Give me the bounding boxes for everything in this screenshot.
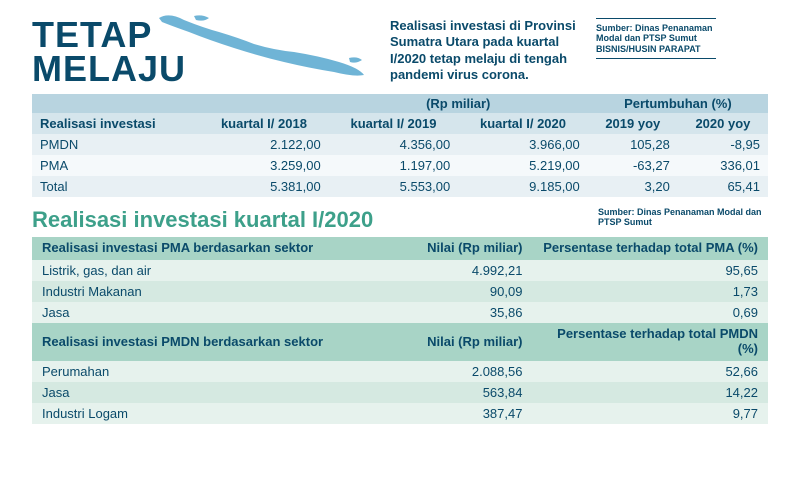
row-label: PMDN	[32, 134, 199, 155]
col-2018: kuartal I/ 2018	[199, 113, 329, 134]
col-2019yoy: 2019 yoy	[588, 113, 678, 134]
table-header: Realisasi investasi PMDN berdasarkan sek…	[32, 323, 768, 361]
source-line-2: BISNIS/HUSIN PARAPAT	[596, 44, 716, 54]
section2-header: Realisasi investasi kuartal I/2020 Sumbe…	[32, 207, 768, 233]
cell: 2.088,56	[341, 361, 532, 382]
cell: -63,27	[588, 155, 678, 176]
cell: 1,73	[532, 281, 768, 302]
table-row: Perumahan 2.088,56 52,66	[32, 361, 768, 382]
title-block: TETAP MELAJU	[32, 18, 374, 86]
cell: 14,22	[532, 382, 768, 403]
hdr-sector: Realisasi investasi PMA berdasarkan sekt…	[32, 237, 341, 260]
cell: 5.381,00	[199, 176, 329, 197]
table-row: Industri Makanan 90,09 1,73	[32, 281, 768, 302]
cell: 3.966,00	[458, 134, 588, 155]
cell: 9,77	[532, 403, 768, 424]
cell: 4.992,21	[341, 260, 532, 281]
row-label: Total	[32, 176, 199, 197]
cell: 563,84	[341, 382, 532, 403]
source-line-1: Sumber: Dinas Penanaman Modal dan PTSP S…	[596, 23, 716, 43]
col-label: Realisasi investasi	[32, 113, 199, 134]
cell: Jasa	[32, 302, 341, 323]
hdr-pct: Persentase terhadap total PMA (%)	[532, 237, 768, 260]
cell: -8,95	[678, 134, 768, 155]
cell: 2.122,00	[199, 134, 329, 155]
hdr-pct: Persentase terhadap total PMDN (%)	[532, 323, 768, 361]
cell: 1.197,00	[329, 155, 459, 176]
table-column-header: Realisasi investasi kuartal I/ 2018 kuar…	[32, 113, 768, 134]
cell: 0,69	[532, 302, 768, 323]
table-group-header: (Rp miliar) Pertumbuhan (%)	[32, 94, 768, 113]
section2-title: Realisasi investasi kuartal I/2020	[32, 207, 586, 233]
cell: 387,47	[341, 403, 532, 424]
source-block: Sumber: Dinas Penanaman Modal dan PTSP S…	[596, 18, 716, 59]
section2-source: Sumber: Dinas Penanaman Modal dan PTSP S…	[598, 207, 768, 227]
cell: 105,28	[588, 134, 678, 155]
cell: 5.219,00	[458, 155, 588, 176]
subtitle: Realisasi investasi di Provinsi Sumatra …	[390, 18, 580, 83]
table-row: Total 5.381,00 5.553,00 9.185,00 3,20 65…	[32, 176, 768, 197]
cell: 52,66	[532, 361, 768, 382]
cell: 3.259,00	[199, 155, 329, 176]
cell: 90,09	[341, 281, 532, 302]
cell: Jasa	[32, 382, 341, 403]
table-header: Realisasi investasi PMA berdasarkan sekt…	[32, 237, 768, 260]
cell: 4.356,00	[329, 134, 459, 155]
col-2019: kuartal I/ 2019	[329, 113, 459, 134]
sumatra-map-icon	[154, 10, 374, 80]
table-row: PMDN 2.122,00 4.356,00 3.966,00 105,28 -…	[32, 134, 768, 155]
cell: 65,41	[678, 176, 768, 197]
row-label: PMA	[32, 155, 199, 176]
cell: Industri Logam	[32, 403, 341, 424]
cell: 336,01	[678, 155, 768, 176]
cell: 5.553,00	[329, 176, 459, 197]
table-row: PMA 3.259,00 1.197,00 5.219,00 -63,27 33…	[32, 155, 768, 176]
col-2020yoy: 2020 yoy	[678, 113, 768, 134]
table-row: Listrik, gas, dan air 4.992,21 95,65	[32, 260, 768, 281]
cell: 95,65	[532, 260, 768, 281]
cell: Listrik, gas, dan air	[32, 260, 341, 281]
col-2020: kuartal I/ 2020	[458, 113, 588, 134]
hdr-value: Nilai (Rp miliar)	[341, 237, 532, 260]
investment-summary-table: (Rp miliar) Pertumbuhan (%) Realisasi in…	[32, 94, 768, 197]
cell: Industri Makanan	[32, 281, 341, 302]
header: TETAP MELAJU Realisasi investasi di Prov…	[32, 18, 768, 86]
cell: 9.185,00	[458, 176, 588, 197]
hdr-sector: Realisasi investasi PMDN berdasarkan sek…	[32, 323, 341, 361]
group-growth-label: Pertumbuhan (%)	[588, 94, 768, 113]
pma-sector-table: Realisasi investasi PMA berdasarkan sekt…	[32, 237, 768, 424]
cell: Perumahan	[32, 361, 341, 382]
table-row: Jasa 563,84 14,22	[32, 382, 768, 403]
cell: 3,20	[588, 176, 678, 197]
group-rp-label: (Rp miliar)	[329, 94, 588, 113]
hdr-value: Nilai (Rp miliar)	[341, 323, 532, 361]
table-row: Industri Logam 387,47 9,77	[32, 403, 768, 424]
table-row: Jasa 35,86 0,69	[32, 302, 768, 323]
cell: 35,86	[341, 302, 532, 323]
